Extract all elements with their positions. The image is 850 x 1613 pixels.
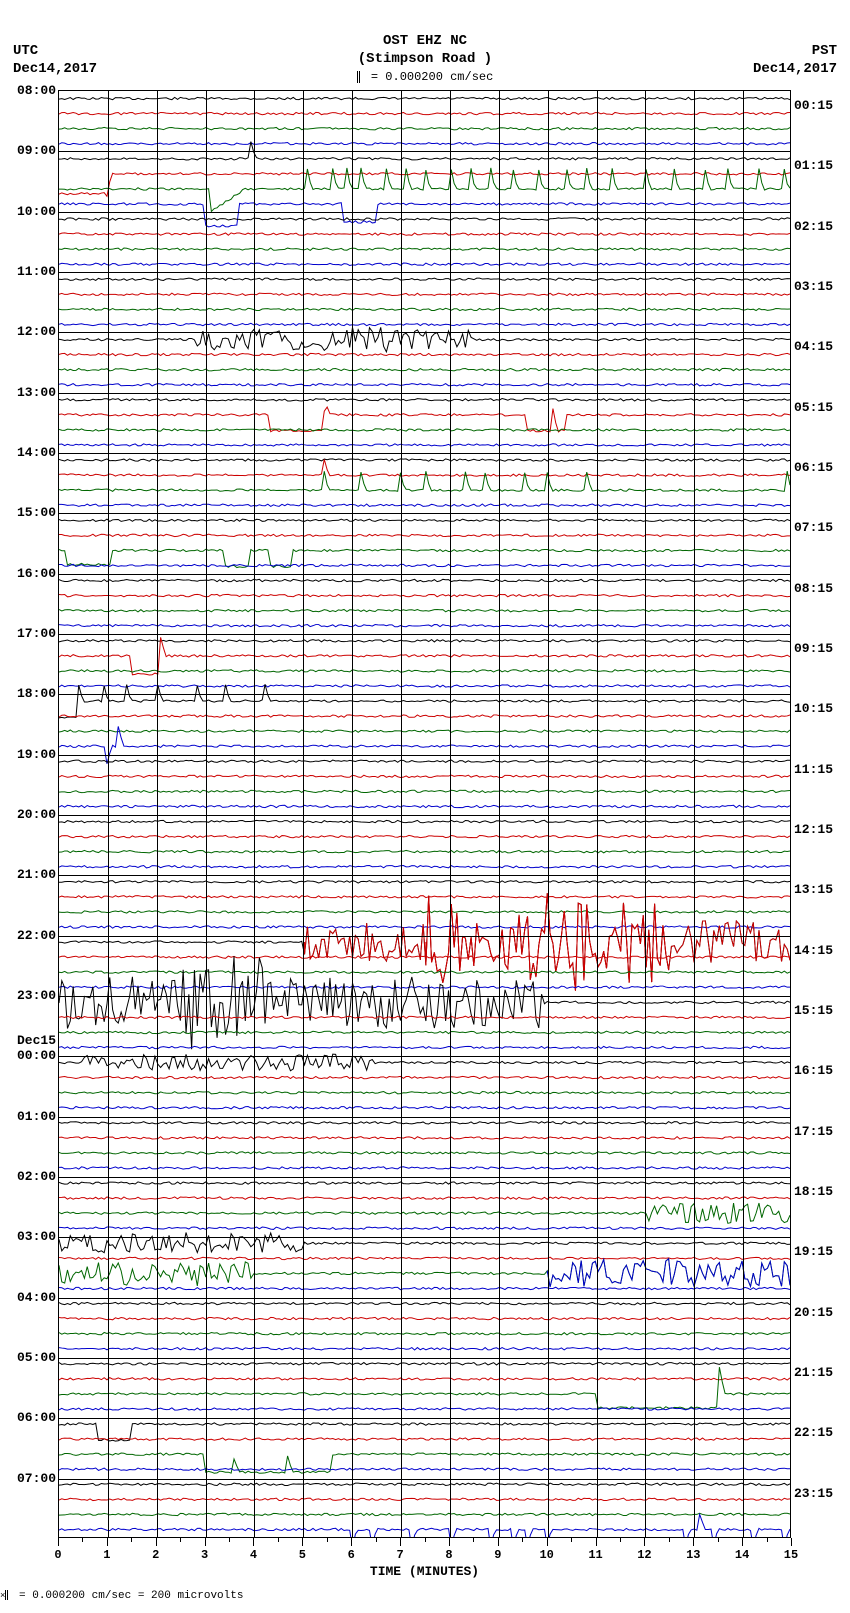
footer-text: = 0.000200 cm/sec = 200 microvolts [19, 1590, 243, 1602]
x-tick-label: 1 [103, 1548, 110, 1562]
time-label: 12:00 [17, 324, 56, 339]
time-label: 10:15 [794, 701, 833, 716]
x-tick-label: 7 [396, 1548, 403, 1562]
time-label: 22:15 [794, 1425, 833, 1440]
time-label: 11:15 [794, 762, 833, 777]
time-label: 04:15 [794, 339, 833, 354]
time-label: 06:15 [794, 460, 833, 475]
scale-bar-icon [357, 71, 360, 83]
time-label: 01:00 [17, 1109, 56, 1124]
time-label: Dec15 [17, 1033, 56, 1048]
time-label: 21:15 [794, 1365, 833, 1380]
location-line: (Stimpson Road ) [0, 50, 850, 68]
time-label: 08:00 [17, 83, 56, 98]
x-tick-label: 2 [152, 1548, 159, 1562]
time-label: 10:00 [17, 204, 56, 219]
x-tick-label: 9 [494, 1548, 501, 1562]
time-label: 16:15 [794, 1063, 833, 1078]
time-label: 21:00 [17, 867, 56, 882]
time-label: 02:15 [794, 219, 833, 234]
time-label: 08:15 [794, 581, 833, 596]
x-tick-label: 13 [686, 1548, 700, 1562]
x-tick-label: 3 [201, 1548, 208, 1562]
plot-area [58, 90, 791, 1538]
title-block: OST EHZ NC (Stimpson Road ) = 0.000200 c… [0, 32, 850, 86]
time-label: 13:00 [17, 385, 56, 400]
x-axis-title: TIME (MINUTES) [58, 1564, 791, 1579]
top-right-corner: PST Dec14,2017 [753, 42, 837, 78]
x-tick-label: 0 [54, 1548, 61, 1562]
time-label: 07:15 [794, 520, 833, 535]
x-tick-label: 11 [588, 1548, 602, 1562]
time-label: 09:15 [794, 641, 833, 656]
time-label: 04:00 [17, 1290, 56, 1305]
time-label: 09:00 [17, 143, 56, 158]
time-label: 00:15 [794, 98, 833, 113]
time-label: 18:00 [17, 686, 56, 701]
time-label: 02:00 [17, 1169, 56, 1184]
time-label: 03:15 [794, 279, 833, 294]
seismogram-traces [59, 91, 790, 1537]
scale-text: = 0.000200 cm/sec [371, 70, 493, 84]
time-label: 11:00 [17, 264, 56, 279]
top-left-corner: UTC Dec14,2017 [13, 42, 97, 78]
time-label: 20:15 [794, 1305, 833, 1320]
station-line: OST EHZ NC [0, 32, 850, 50]
time-label: 07:00 [17, 1471, 56, 1486]
time-label: 05:00 [17, 1350, 56, 1365]
time-label: 15:00 [17, 505, 56, 520]
x-tick-label: 5 [299, 1548, 306, 1562]
left-date: Dec14,2017 [13, 60, 97, 78]
time-label: 14:00 [17, 445, 56, 460]
scale-line: = 0.000200 cm/sec [0, 68, 850, 86]
time-label: 23:00 [17, 988, 56, 1003]
footer-scale-bar-icon [5, 1590, 8, 1600]
time-label: 03:00 [17, 1229, 56, 1244]
time-label: 19:15 [794, 1244, 833, 1259]
left-tz: UTC [13, 42, 97, 60]
time-label: 17:00 [17, 626, 56, 641]
time-label: 22:00 [17, 928, 56, 943]
time-label: 23:15 [794, 1486, 833, 1501]
time-label: 20:00 [17, 807, 56, 822]
x-tick-label: 8 [445, 1548, 452, 1562]
time-label: 15:15 [794, 1003, 833, 1018]
time-label: 16:00 [17, 566, 56, 581]
time-label: 12:15 [794, 822, 833, 837]
time-label: 14:15 [794, 943, 833, 958]
time-label: 17:15 [794, 1124, 833, 1139]
right-date: Dec14,2017 [753, 60, 837, 78]
x-tick-label: 4 [250, 1548, 257, 1562]
x-tick-label: 12 [637, 1548, 651, 1562]
time-label: 13:15 [794, 882, 833, 897]
footer-scale: × = 0.000200 cm/sec = 200 microvolts [0, 1590, 243, 1602]
x-tick-label: 14 [735, 1548, 749, 1562]
time-label: 06:00 [17, 1410, 56, 1425]
x-tick-label: 10 [539, 1548, 553, 1562]
x-tick-label: 15 [784, 1548, 798, 1562]
time-label: 19:00 [17, 747, 56, 762]
time-label: 00:00 [17, 1048, 56, 1063]
seismogram-page: OST EHZ NC (Stimpson Road ) = 0.000200 c… [0, 0, 850, 1613]
right-tz: PST [753, 42, 837, 60]
time-label: 05:15 [794, 400, 833, 415]
time-label: 01:15 [794, 158, 833, 173]
x-tick-label: 6 [348, 1548, 355, 1562]
time-label: 18:15 [794, 1184, 833, 1199]
